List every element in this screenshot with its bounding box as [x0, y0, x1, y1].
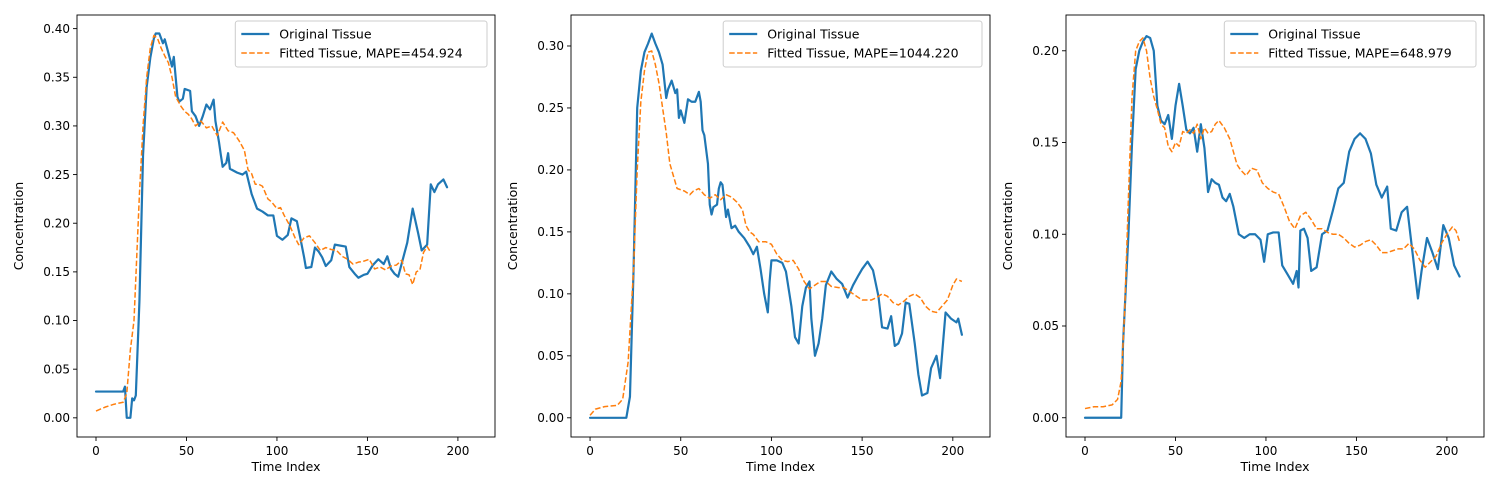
- legend-box: [1223, 20, 1477, 68]
- y-tick-label: 0.05: [1032, 319, 1059, 333]
- legend-entry: Fitted Tissue, MAPE=1044.220: [767, 46, 958, 61]
- y-axis-label: Concentration: [505, 182, 520, 270]
- y-tick-label: 0.00: [43, 411, 70, 425]
- y-tick-label: 0.05: [43, 362, 70, 376]
- y-tick-label: 0.10: [43, 314, 70, 328]
- y-tick-label: 0.05: [537, 349, 564, 363]
- y-axis-label: Concentration: [1000, 182, 1015, 270]
- x-tick-label: 100: [760, 444, 783, 458]
- y-tick-label: 0.15: [537, 225, 564, 239]
- series-line-original-tissue: [1083, 35, 1461, 419]
- plot-area: [1083, 35, 1461, 419]
- y-tick-label: 0.25: [537, 101, 564, 115]
- x-tick-label: 0: [586, 444, 594, 458]
- plot-area: [94, 32, 449, 419]
- series-line-fitted-tissue: [589, 50, 963, 416]
- series-line-fitted-tissue: [95, 34, 432, 412]
- x-tick-label: 200: [446, 444, 469, 458]
- x-tick-label: 50: [673, 444, 688, 458]
- series-line-original-tissue: [94, 32, 449, 419]
- y-tick-label: 0.20: [1032, 44, 1059, 58]
- y-tick-label: 0.10: [537, 287, 564, 301]
- legend: Original Tissue Fitted Tissue, MAPE=454.9…: [234, 20, 488, 68]
- x-tick-label: 100: [1254, 444, 1277, 458]
- series-line-original-tissue: [588, 32, 963, 419]
- y-tick-label: 0.10: [1032, 227, 1059, 241]
- legend-entry: Original Tissue: [279, 27, 372, 42]
- legend-entry: Original Tissue: [1268, 27, 1361, 42]
- legend: Original Tissue Fitted Tissue, MAPE=1044.…: [722, 20, 983, 68]
- series-line-fitted-tissue: [1084, 37, 1461, 410]
- legend-box: [234, 20, 488, 68]
- y-tick-label: 0.15: [43, 265, 70, 279]
- y-tick-label: 0.20: [43, 216, 70, 230]
- plot-area: [588, 32, 963, 419]
- x-tick-label: 200: [941, 444, 964, 458]
- y-tick-label: 0.00: [537, 411, 564, 425]
- chart-panel-1: 0 50 100 150 200 0.00 0.05 0.10 0.15 0.20 0.25 0.30…: [11, 14, 496, 474]
- x-tick-label: 0: [92, 444, 100, 458]
- legend-box: [722, 20, 983, 68]
- y-tick-label: 0.20: [537, 163, 564, 177]
- y-tick-label: 0.30: [537, 39, 564, 53]
- legend: Original Tissue Fitted Tissue, MAPE=648.9…: [1223, 20, 1477, 68]
- x-tick-label: 150: [1345, 444, 1368, 458]
- x-axis-label: Time Index: [745, 459, 815, 474]
- axes-frame: [570, 14, 991, 438]
- y-axis-label: Concentration: [11, 182, 26, 270]
- legend-entry: Fitted Tissue, MAPE=454.924: [279, 46, 462, 61]
- y-tick-label: 0.00: [1032, 411, 1059, 425]
- y-tick-label: 0.15: [1032, 136, 1059, 150]
- x-tick-label: 100: [265, 444, 288, 458]
- legend-entry: Fitted Tissue, MAPE=648.979: [1268, 46, 1451, 61]
- x-axis-label: Time Index: [251, 459, 321, 474]
- x-axis-label: Time Index: [1240, 459, 1310, 474]
- y-tick-label: 0.35: [43, 70, 70, 84]
- x-tick-label: 150: [356, 444, 379, 458]
- y-tick-label: 0.40: [43, 22, 70, 36]
- x-tick-label: 50: [179, 444, 194, 458]
- axes-frame: [1065, 14, 1485, 438]
- x-tick-label: 0: [1081, 444, 1089, 458]
- x-tick-label: 150: [851, 444, 874, 458]
- y-tick-label: 0.30: [43, 119, 70, 133]
- x-tick-label: 200: [1435, 444, 1458, 458]
- axes-frame: [76, 14, 496, 438]
- x-tick-label: 50: [1168, 444, 1183, 458]
- chart-panel-2: 0 50 100 150 200 0.00 0.05 0.10 0.15 0.20 0.25 0.30…: [505, 14, 991, 474]
- y-tick-label: 0.25: [43, 168, 70, 182]
- chart-panel-3: 0 50 100 150 200 0.00 0.05 0.10 0.15 0.20 Time Ind…: [1000, 14, 1485, 474]
- legend-entry: Original Tissue: [767, 27, 860, 42]
